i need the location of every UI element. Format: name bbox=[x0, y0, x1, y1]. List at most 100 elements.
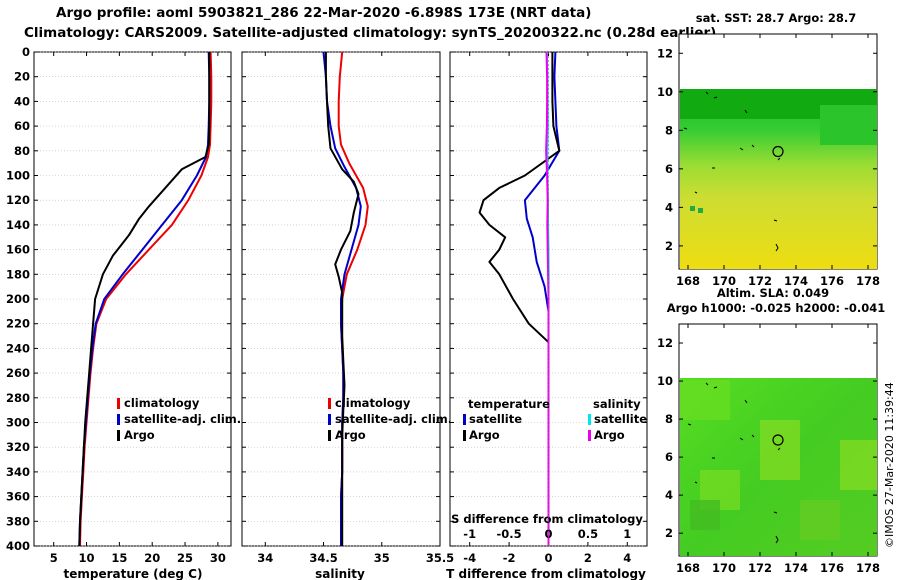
legend-swatch-s-argo bbox=[588, 430, 591, 441]
y-tick-label: 2 bbox=[665, 239, 673, 253]
y-tick-label: 0 bbox=[22, 45, 30, 59]
legend-title-salinity: salinity bbox=[593, 397, 641, 411]
legend-label-t-satellite: satellite bbox=[469, 412, 522, 426]
x-tick-label: 35 bbox=[374, 551, 390, 565]
salinity-xlabel: salinity bbox=[315, 567, 365, 580]
x-tick-label: 15 bbox=[111, 551, 127, 565]
legend-swatch-s-satellite bbox=[588, 414, 591, 425]
legend-swatch-argo bbox=[117, 430, 120, 441]
legend-swatch-satellite bbox=[328, 414, 331, 425]
y-tick-label: 10 bbox=[657, 85, 673, 99]
y-tick-label: 160 bbox=[6, 243, 30, 257]
x-tick-label: 2 bbox=[584, 551, 592, 565]
y-tick-label: 180 bbox=[6, 267, 30, 281]
y-tick-label: 4 bbox=[665, 200, 673, 214]
y-tick-label: 12 bbox=[657, 46, 673, 60]
legend-label-s-satellite: satellite bbox=[594, 412, 647, 426]
y-tick-label: 400 bbox=[6, 539, 30, 553]
x-tick-label: 0 bbox=[544, 551, 552, 565]
y-tick-label: 240 bbox=[6, 341, 30, 355]
argo-float-marker bbox=[772, 145, 784, 158]
y-tick-label: 280 bbox=[6, 391, 30, 405]
y-tick-label: 320 bbox=[6, 440, 30, 454]
series-line-argo bbox=[78, 52, 211, 547]
y-tick-label: 100 bbox=[6, 169, 30, 183]
x2-tick-label: 1 bbox=[623, 527, 631, 541]
figure-title-line-1: Argo profile: aoml 5903821_286 22-Mar-20… bbox=[56, 5, 592, 21]
x-tick-label: 176 bbox=[820, 561, 844, 575]
y-tick-label: 2 bbox=[665, 526, 673, 540]
x2-tick-label: -1 bbox=[463, 527, 476, 541]
legend-label-satellite: satellite-adj. clim. bbox=[335, 412, 452, 426]
y-tick-label: 340 bbox=[6, 465, 30, 479]
y-tick-label: 12 bbox=[657, 336, 673, 350]
x2-tick-label: -0.5 bbox=[497, 527, 522, 541]
legend-label-argo: Argo bbox=[124, 428, 155, 442]
x-tick-label: 34 bbox=[257, 551, 273, 565]
temperature-panel: 0 20 40 60 80 100 120 140 160 180 200 220 240 260 280 3… bbox=[6, 45, 241, 580]
legend-swatch-t-argo bbox=[463, 430, 466, 441]
x-tick-label: 170 bbox=[712, 274, 736, 288]
x-tick-label: 172 bbox=[748, 561, 772, 575]
x-tick-label: 20 bbox=[144, 551, 160, 565]
legend-label-climatology: climatology bbox=[124, 396, 200, 410]
y-tick-label: 40 bbox=[14, 94, 30, 108]
sla-map-subtitle: Argo h1000: -0.025 h2000: -0.041 bbox=[667, 301, 886, 315]
y-tick-label: 10 bbox=[657, 374, 673, 388]
x-tick-label: 174 bbox=[784, 274, 808, 288]
x-tick-label: 10 bbox=[79, 551, 95, 565]
y-tick-label: 80 bbox=[14, 144, 30, 158]
x-tick-label: 34.5 bbox=[309, 551, 337, 565]
argo-float-marker bbox=[772, 434, 784, 446]
x-tick-label: 5 bbox=[50, 551, 58, 565]
difference-panel: -4 -2 0 2 4 T difference from climatology S … bbox=[446, 51, 648, 580]
x-tick-label: -4 bbox=[463, 551, 476, 565]
x-tick-label: 170 bbox=[712, 561, 736, 575]
x-tick-label: 174 bbox=[784, 561, 808, 575]
legend-label-satellite: satellite-adj. clim. bbox=[124, 412, 241, 426]
salinity-panel: 34 34.5 35 35.5 salinity climatology satell… bbox=[241, 51, 454, 580]
temperature-legend: climatology satellite-adj. clim. Argo bbox=[117, 396, 241, 442]
x-tick-label: 168 bbox=[676, 561, 700, 575]
sla-coastlines bbox=[687, 382, 781, 544]
x2-tick-label: 0.5 bbox=[578, 527, 598, 541]
difference-legend: temperature satellite Argo salinity sate… bbox=[463, 397, 647, 442]
y-tick-label: 360 bbox=[6, 490, 30, 504]
y-tick-label: 300 bbox=[6, 416, 30, 430]
y-tick-label: 380 bbox=[6, 514, 30, 528]
sst-field-patches bbox=[680, 89, 877, 213]
x-tick-label: 168 bbox=[676, 274, 700, 288]
y-tick-label: 8 bbox=[665, 412, 673, 426]
x-tick-label: 172 bbox=[748, 274, 772, 288]
y-tick-label: 200 bbox=[6, 292, 30, 306]
y-tick-label: 6 bbox=[665, 450, 673, 464]
salinity-legend: climatology satellite-adj. clim. Argo bbox=[328, 396, 452, 442]
difference-xlabel: T difference from climatology bbox=[446, 567, 646, 580]
legend-label-s-argo: Argo bbox=[594, 428, 625, 442]
figure-title-line-2: Climatology: CARS2009. Satellite-adjuste… bbox=[24, 25, 717, 41]
x-tick-label: 178 bbox=[856, 561, 880, 575]
legend-label-argo: Argo bbox=[335, 428, 366, 442]
y-tick-label: 60 bbox=[14, 119, 30, 133]
legend-swatch-argo bbox=[328, 430, 331, 441]
legend-swatch-satellite bbox=[117, 414, 120, 425]
series-line-argo bbox=[324, 52, 360, 546]
y-tick-label: 140 bbox=[6, 218, 30, 232]
x-tick-label: 30 bbox=[210, 551, 226, 565]
y-tick-label: 6 bbox=[665, 162, 673, 176]
legend-label-climatology: climatology bbox=[335, 396, 411, 410]
credit-text: ©IMOS 27-Mar-2020 11:39:44 bbox=[883, 382, 896, 548]
y-tick-label: 220 bbox=[6, 317, 30, 331]
sst-coastlines bbox=[683, 91, 781, 252]
sst-map-title: sat. SST: 28.7 Argo: 28.7 bbox=[696, 11, 856, 25]
x-tick-label: 4 bbox=[623, 551, 631, 565]
y-tick-label: 20 bbox=[14, 70, 30, 84]
x-tick-label: 35.5 bbox=[426, 551, 454, 565]
sla-map-title: Altim. SLA: 0.049 bbox=[717, 286, 829, 300]
y-tick-label: 8 bbox=[665, 123, 673, 137]
y-tick-label: 260 bbox=[6, 366, 30, 380]
sla-map-panel: Altim. SLA: 0.049 Argo h1000: -0.025 h20… bbox=[657, 286, 885, 575]
x-tick-label: 176 bbox=[820, 274, 844, 288]
legend-title-temperature: temperature bbox=[468, 397, 550, 411]
